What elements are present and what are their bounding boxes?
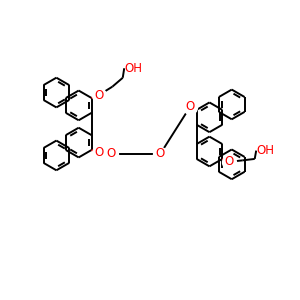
Text: O: O <box>107 147 116 160</box>
Text: O: O <box>94 146 104 160</box>
Text: OH: OH <box>256 144 274 157</box>
Text: OH: OH <box>124 62 142 75</box>
Text: O: O <box>94 88 104 101</box>
Text: O: O <box>156 147 165 160</box>
Text: O: O <box>185 100 195 113</box>
Text: O: O <box>224 155 233 168</box>
